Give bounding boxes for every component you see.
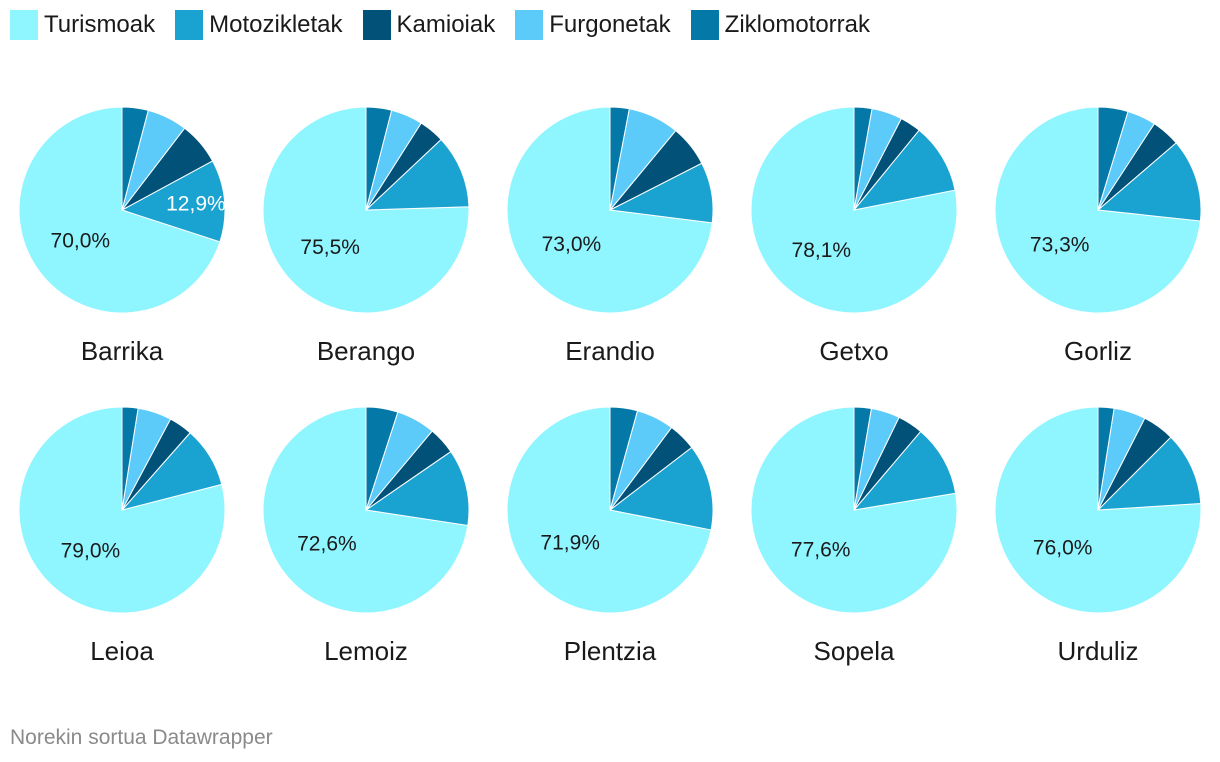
pie-slice-motozikletak xyxy=(852,430,957,511)
pie-slice-ziklomotorrak xyxy=(853,106,873,211)
pie-barrika: 70,0% 12,9% Barrika xyxy=(18,106,226,366)
pie-slice-turismoak xyxy=(750,406,958,614)
legend-label: Turismoak xyxy=(44,11,156,38)
slice-label: 79,0% xyxy=(61,540,121,563)
legend-swatch xyxy=(10,10,38,40)
slice-label: 70,0% xyxy=(51,229,111,252)
pie-slice-motozikletak xyxy=(852,129,956,211)
footer-credit: Norekin sortua Datawrapper xyxy=(10,726,273,749)
pie-slice-ziklomotorrak xyxy=(365,406,399,511)
legend-swatch xyxy=(175,10,204,40)
pie-urduliz: 76,0% Urduliz xyxy=(994,406,1202,666)
pie-title: Barrika xyxy=(81,336,164,366)
legend-swatch xyxy=(690,10,719,40)
slice-label: 12,9% xyxy=(166,192,226,215)
pie-slice-motozikletak xyxy=(364,138,470,211)
pie-slice-ziklomotorrak xyxy=(1097,106,1129,211)
slice-label: 76,0% xyxy=(1033,537,1093,560)
pie-erandio: 73,0% Erandio xyxy=(506,106,714,366)
pie-slice-motozikletak xyxy=(1096,142,1202,222)
pie-slice-turismoak xyxy=(506,406,712,614)
slice-label: 75,5% xyxy=(300,236,360,259)
pie-title: Plentzia xyxy=(564,636,657,666)
pie-slice-motozikletak xyxy=(120,160,226,243)
slice-label: 71,9% xyxy=(540,532,600,555)
pie-slice-ziklomotorrak xyxy=(121,106,149,211)
legend: Turismoak Motozikletak Kamioiak Furgonet… xyxy=(10,10,890,40)
pie-slice-motozikletak xyxy=(1096,436,1202,511)
pie-title: Sopela xyxy=(814,636,895,666)
pie-title: Erandio xyxy=(565,336,655,366)
legend-item-furgonetak: Furgonetak xyxy=(515,10,671,40)
pie-title: Urduliz xyxy=(1058,636,1139,666)
legend-item-kamioiak: Kamioiak xyxy=(362,10,496,40)
pie-title: Berango xyxy=(317,336,415,366)
legend-label: Furgonetak xyxy=(549,11,671,38)
pie-title: Lemoiz xyxy=(324,636,408,666)
pie-slice-turismoak xyxy=(994,406,1202,614)
pie-gorliz: 73,3% Gorliz xyxy=(994,106,1202,366)
pie-title: Leioa xyxy=(90,636,154,666)
legend-item-ziklomotorrak: Ziklomotorrak xyxy=(690,10,871,40)
pie-slice-ziklomotorrak xyxy=(365,106,393,211)
slice-label: 73,3% xyxy=(1030,233,1090,256)
pie-slice-turismoak xyxy=(18,106,221,314)
pie-slice-ziklomotorrak xyxy=(853,406,872,511)
legend-swatch xyxy=(362,10,391,40)
pie-slice-ziklomotorrak xyxy=(609,406,639,511)
pie-slice-motozikletak xyxy=(364,450,470,527)
legend-item-turismoak: Turismoak xyxy=(10,10,155,40)
slice-label: 77,6% xyxy=(791,538,851,561)
pie-getxo: 78,1% Getxo xyxy=(750,106,958,366)
legend-item-motozikletak: Motozikletak xyxy=(175,10,343,40)
pie-leioa: 79,0% Leioa xyxy=(18,406,226,666)
pie-berango: 75,5% Berango xyxy=(262,106,470,366)
pie-slice-motozikletak xyxy=(608,446,714,531)
legend-label: Kamioiak xyxy=(396,11,496,38)
pie-lemoiz: 72,6% Lemoiz xyxy=(262,406,470,666)
pie-title: Getxo xyxy=(819,336,888,366)
legend-label: Ziklomotorrak xyxy=(724,11,871,38)
legend-label: Motozikletak xyxy=(209,11,343,38)
slice-label: 78,1% xyxy=(792,239,852,262)
pie-slice-ziklomotorrak xyxy=(609,106,630,211)
pie-plentzia: 71,9% Plentzia xyxy=(506,406,714,666)
slice-label: 73,0% xyxy=(542,233,602,256)
pie-sopela: 77,6% Sopela xyxy=(750,406,958,666)
legend-swatch xyxy=(515,10,544,40)
pie-slice-ziklomotorrak xyxy=(121,406,139,511)
pie-slice-ziklomotorrak xyxy=(1097,406,1115,511)
pie-title: Gorliz xyxy=(1064,336,1132,366)
slice-label: 72,6% xyxy=(297,533,357,556)
pie-slice-turismoak xyxy=(18,406,226,614)
